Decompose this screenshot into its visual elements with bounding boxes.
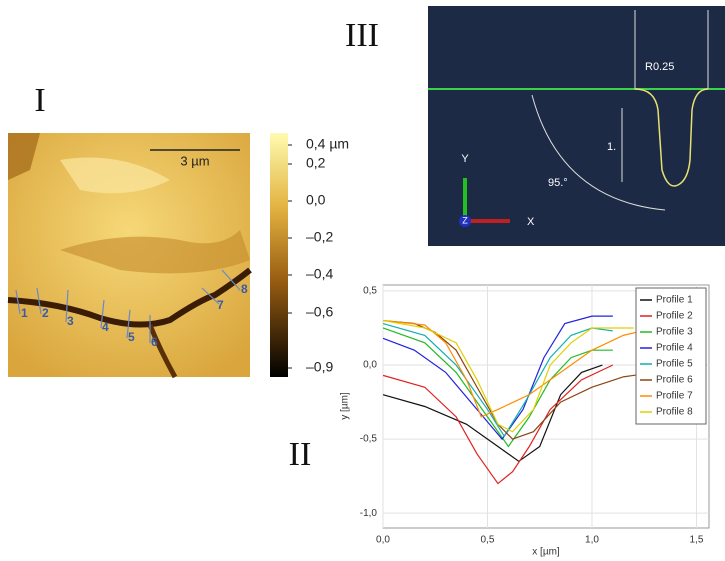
profile-marker-label: 6	[151, 335, 158, 349]
legend-label: Profile 1	[656, 295, 693, 306]
legend-label: Profile 7	[656, 391, 693, 402]
profile-line	[382, 322, 613, 438]
legend-label: Profile 5	[656, 359, 693, 370]
axis-label: Z	[462, 215, 468, 225]
y-tick-label: -0,5	[360, 434, 378, 445]
profile-line	[382, 327, 613, 448]
panel-label: I	[34, 82, 45, 119]
legend-label: Profile 6	[656, 375, 693, 386]
y-tick-label: 0,5	[363, 286, 377, 297]
sketch-label: 1.	[607, 141, 616, 153]
profile-marker	[65, 289, 69, 323]
profile-marker-label: 8	[241, 282, 248, 296]
sketch-profile	[634, 88, 709, 187]
y-axis-label: y [µm]	[340, 392, 351, 420]
profile-marker	[126, 309, 131, 339]
sketch-label: R0.25	[645, 61, 674, 73]
afm-feature	[8, 133, 40, 180]
panel-label: III	[345, 17, 379, 54]
panel-label: II	[289, 436, 312, 473]
colorbar-label: –0,4	[306, 266, 333, 282]
profile-marker	[15, 289, 21, 315]
profile-line	[382, 319, 655, 418]
axis-label: X	[527, 216, 535, 228]
profile-marker	[221, 269, 241, 291]
profile-marker-label: 2	[42, 306, 49, 320]
sketch-label: 95.°	[548, 177, 568, 189]
afm-crack	[7, 267, 252, 328]
colorbar-label: –0,9	[306, 359, 333, 375]
x-tick-label: 1,5	[690, 535, 704, 546]
x-tick-label: 0,0	[376, 535, 390, 546]
colorbar-label: –0,2	[306, 229, 333, 245]
sketch-arc	[531, 94, 666, 211]
colorbar	[270, 133, 288, 377]
profile-line	[382, 319, 634, 433]
afm-feature	[60, 157, 170, 194]
sketch-panel	[428, 6, 725, 246]
profile-marker	[36, 287, 42, 315]
colorbar-label: 0,2	[306, 155, 326, 171]
x-tick-label: 1,0	[585, 535, 599, 546]
axis-origin	[459, 215, 471, 227]
profile-marker	[100, 299, 105, 329]
scale-bar-label: 3 µm	[180, 153, 209, 168]
profile-line	[382, 315, 613, 441]
afm-crack	[147, 324, 178, 379]
profile-marker-label: 7	[217, 298, 224, 312]
profile-marker-label: 3	[67, 314, 74, 328]
legend	[635, 287, 707, 425]
axis-label: Y	[461, 153, 469, 165]
profile-marker-label: 4	[102, 320, 109, 334]
x-tick-label: 0,5	[481, 535, 495, 546]
legend-label: Profile 8	[656, 407, 693, 418]
y-tick-label: 0,0	[363, 360, 377, 371]
legend-label: Profile 3	[656, 327, 693, 338]
legend-label: Profile 4	[656, 343, 693, 354]
profile-marker-label: 5	[128, 330, 135, 344]
profile-marker-label: 1	[21, 306, 28, 320]
afm-feature	[60, 230, 250, 274]
profile-line	[382, 364, 614, 485]
colorbar-label: 0,4 µm	[306, 136, 349, 152]
profile-marker	[201, 287, 220, 305]
legend-label: Profile 2	[656, 311, 693, 322]
colorbar-label: –0,6	[306, 304, 333, 320]
x-axis-label: x [µm]	[532, 547, 560, 558]
colorbar-label: 0,0	[306, 192, 326, 208]
y-tick-label: -1,0	[360, 508, 378, 519]
